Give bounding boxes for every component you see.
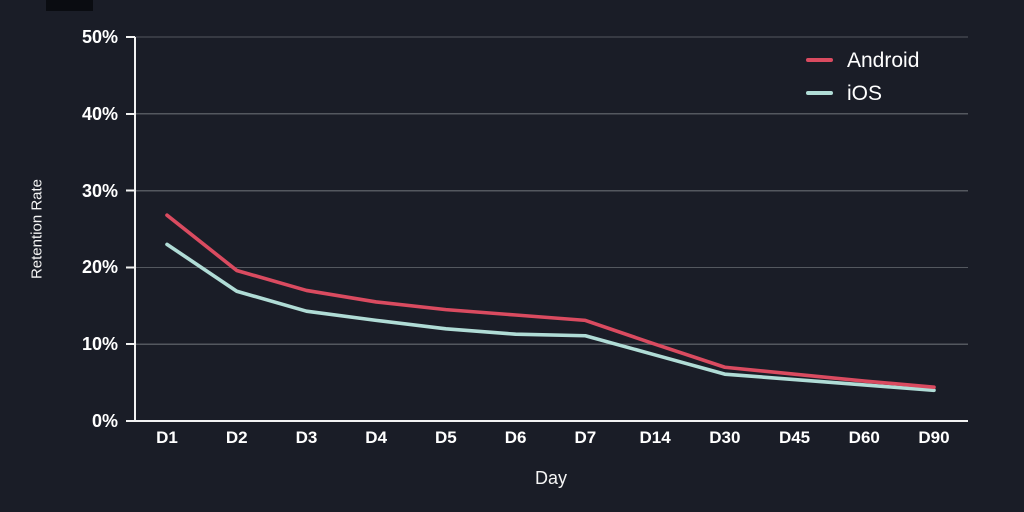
x-tick-label: D60 [848,428,880,447]
x-tick-label: D3 [295,428,318,447]
legend: Android iOS [806,47,919,106]
screen-artifact [46,0,93,11]
y-tick-label: 30% [81,180,118,201]
x-tick-label: D4 [365,428,388,447]
x-tick-label: D1 [156,428,178,447]
legend-item-android: Android [806,47,919,73]
y-tick-label: 0% [91,411,118,431]
legend-label-android: Android [847,48,920,72]
x-axis-title: Day [534,468,568,488]
x-tick-label: D6 [504,428,527,447]
android-series-swatch [806,58,833,62]
x-tick-label: D2 [225,428,248,447]
y-tick-label: 10% [81,334,118,355]
ios-series-swatch [806,91,833,95]
series-line-ios [165,242,936,393]
y-tick-label: 50% [81,27,118,47]
series-line-android [165,213,936,390]
x-tick-label: D5 [435,428,457,447]
y-axis-title: Retention Rate [28,178,46,280]
x-tick-label: D90 [918,428,950,447]
x-tick-label: D45 [778,428,811,447]
x-tick-label: D30 [709,428,741,447]
y-tick-label: 20% [81,257,118,278]
x-tick-label: D14 [639,428,671,447]
legend-item-ios: iOS [806,80,919,106]
x-tick-label: D7 [574,428,597,447]
y-tick-label: 40% [81,103,118,124]
legend-label-ios: iOS [847,81,883,105]
